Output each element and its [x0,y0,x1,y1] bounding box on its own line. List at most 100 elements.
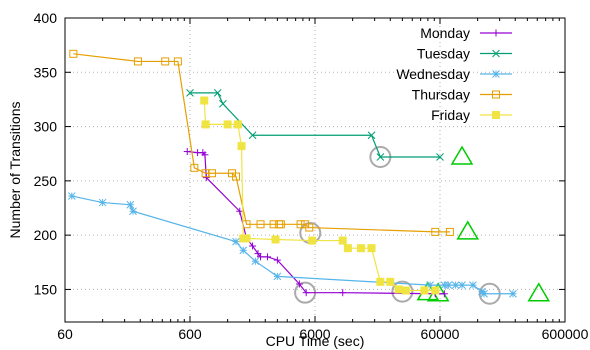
series-friday-point [338,236,347,245]
series-thursday-point [201,169,210,178]
legend-label-monday: Monday [420,25,470,41]
series-tuesday-point [213,89,222,97]
legend-label-tuesday: Tuesday [417,46,470,62]
series-wednesday-line [71,195,513,295]
legend-marker-friday [492,111,500,119]
series-wednesday-point [98,198,107,207]
series-monday-point [202,174,210,182]
series-monday-point [257,253,265,261]
series-monday-point [263,253,271,261]
series-friday-point [242,234,251,243]
series-wednesday-point [126,200,135,209]
series-monday-point [183,148,191,156]
legend-label-wednesday: Wednesday [396,66,470,82]
series-monday-point [249,242,257,250]
series-friday-point [394,285,403,294]
series-monday [183,148,448,298]
x-axis-label: CPU Time (sec) [266,333,365,349]
x-tick-label: 60 [57,326,73,342]
series-thursday-point [161,57,170,66]
series-thursday-point [208,169,217,178]
series-wednesday-point [67,192,76,200]
series-tuesday-point [376,153,385,161]
series-thursday-point [190,163,199,172]
series-friday-point [200,96,209,105]
x-tick-label: 6000 [299,326,330,342]
series-wednesday-point [232,237,240,246]
series-thursday-point [445,227,454,236]
series-friday-point [343,244,352,253]
series-friday-point [420,286,429,295]
series-wednesday-point [444,281,453,289]
series-friday-point [271,235,280,244]
series-friday-point [367,244,376,253]
series-friday-point [233,120,242,129]
series-thursday-point [173,57,182,66]
series-friday-point [386,277,395,286]
series-layer [67,49,517,298]
y-tick-label: 150 [34,281,58,297]
grid-lines [65,18,565,322]
series-monday-point [440,290,448,298]
series-friday-point [223,120,232,129]
legend-label-thursday: Thursday [412,87,470,103]
series-tuesday-point [367,131,376,140]
series-thursday-point [276,220,285,229]
y-tick-label: 250 [34,173,58,189]
series-thursday-point [305,223,314,232]
y-tick-label: 200 [34,227,58,243]
series-friday-point [201,120,210,129]
legend-marker-monday [492,29,500,37]
legend-marker-wednesday [492,70,500,78]
series-friday-line [203,100,436,292]
series-tuesday-point [186,89,194,97]
series-thursday-point [69,49,78,58]
series-wednesday-point [480,289,488,298]
series-monday-point [339,289,347,297]
series-friday-point [308,236,317,245]
highlight-triangle [450,145,474,165]
series-monday-point [302,289,310,297]
series-wednesday-point [239,246,248,255]
legend-label-friday: Friday [431,107,470,123]
series-thursday-point [431,227,440,236]
series-friday-point [237,142,246,151]
highlight-triangle [527,282,551,302]
series-wednesday-point [458,281,466,289]
series-monday-point [273,256,281,264]
series-tuesday-point [436,153,444,161]
x-tick-label: 600 [178,326,202,342]
series-wednesday-point [251,257,260,266]
series-monday-point [236,207,244,215]
series-friday-point [401,286,410,295]
x-tick-label: 600000 [542,326,589,342]
series-thursday-point [133,57,142,66]
y-tick-label: 350 [34,64,58,80]
legend: Monday Tuesday Wednesday Thursday Friday [396,25,512,123]
series-thursday-point [256,220,265,229]
series-wednesday-point [273,272,282,281]
series-thursday-point [296,220,305,229]
x-ticks: 60 600 6000 60000 600000 [57,18,589,342]
y-tick-label: 300 [34,119,58,135]
series-friday [200,96,440,295]
annotation-markers [294,145,551,305]
series-wednesday-point [469,281,477,289]
series-tuesday [186,89,444,161]
legend-marker-tuesday [492,49,500,58]
y-ticks: 150 200 250 300 350 400 [34,10,565,297]
series-friday-point [356,244,365,253]
series-thursday-line [73,53,450,233]
y-tick-label: 400 [34,10,58,26]
series-thursday-point [231,172,240,181]
highlight-circle [391,280,414,303]
series-friday-point [376,277,385,286]
series-wednesday-point [129,207,137,216]
series-wednesday-point [509,289,517,298]
series-tuesday-point [248,131,257,140]
highlight-triangle [456,220,480,240]
series-wednesday-point [451,281,460,289]
legend-marker-thursday [492,90,500,99]
y-axis-label: Number of Transitions [7,102,23,239]
